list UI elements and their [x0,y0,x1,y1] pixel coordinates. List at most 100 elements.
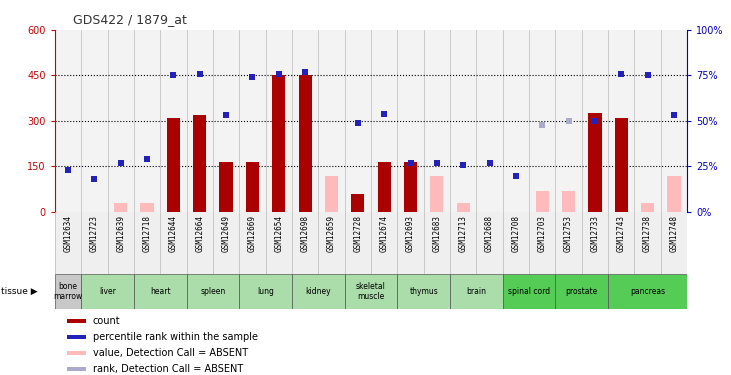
Bar [81,30,107,212]
Bar [67,367,86,370]
Text: GSM12634: GSM12634 [64,215,72,252]
Bar [477,212,503,274]
Bar [140,203,154,212]
Text: GSM12713: GSM12713 [458,215,468,252]
Bar [134,30,160,212]
Bar [404,162,417,212]
Text: count: count [93,316,121,326]
Text: GSM12664: GSM12664 [195,215,204,252]
Text: tissue ▶: tissue ▶ [1,287,38,296]
Bar [134,274,186,309]
Bar [344,30,371,212]
Bar [219,162,232,212]
Bar [292,30,318,212]
Bar [635,30,661,212]
Text: liver: liver [99,287,116,296]
Text: kidney: kidney [306,287,331,296]
Text: heart: heart [150,287,170,296]
Bar [641,203,654,212]
Bar [213,212,239,274]
Bar [265,30,292,212]
Bar [344,274,398,309]
Bar [588,113,602,212]
Bar [556,274,608,309]
Bar [325,176,338,212]
Bar [344,212,371,274]
Bar [246,162,259,212]
Text: percentile rank within the sample: percentile rank within the sample [93,332,258,342]
Text: GSM12743: GSM12743 [617,215,626,252]
Bar [431,176,444,212]
Text: bone
marrow: bone marrow [53,282,83,301]
Text: skeletal
muscle: skeletal muscle [356,282,386,301]
Text: GSM12659: GSM12659 [327,215,336,252]
Text: GSM12703: GSM12703 [538,215,547,252]
Bar [134,212,160,274]
Bar [635,212,661,274]
Text: GSM12693: GSM12693 [406,215,415,252]
Bar [608,30,635,212]
Text: lung: lung [257,287,274,296]
Text: GSM12728: GSM12728 [353,215,363,252]
Bar [661,212,687,274]
Bar [67,319,86,323]
Bar [371,30,398,212]
Bar [107,30,134,212]
Bar [318,212,344,274]
Text: GSM12649: GSM12649 [221,215,230,252]
Text: prostate: prostate [566,287,598,296]
Bar [529,212,556,274]
Text: GSM12688: GSM12688 [485,215,494,252]
Bar [608,212,635,274]
Text: spinal cord: spinal cord [508,287,550,296]
Bar [398,30,424,212]
Text: pancreas: pancreas [630,287,665,296]
Bar [186,30,213,212]
Bar [536,190,549,212]
Text: GDS422 / 1879_at: GDS422 / 1879_at [73,13,187,26]
Bar [67,335,86,339]
Bar [582,30,608,212]
Bar [608,274,687,309]
Text: GSM12674: GSM12674 [379,215,389,252]
Bar [667,176,681,212]
Bar [193,115,206,212]
Bar [265,212,292,274]
Bar [503,274,556,309]
Bar [67,351,86,355]
Bar [55,30,81,212]
Bar [615,118,628,212]
Text: brain: brain [466,287,486,296]
Text: GSM12733: GSM12733 [591,215,599,252]
Bar [239,274,292,309]
Text: spleen: spleen [200,287,226,296]
Bar [424,30,450,212]
Bar [292,274,344,309]
Bar [186,212,213,274]
Bar [477,30,503,212]
Bar [55,274,81,309]
Bar [167,118,180,212]
Bar [457,203,470,212]
Bar [81,212,107,274]
Bar [378,162,391,212]
Text: GSM12698: GSM12698 [300,215,310,252]
Text: GSM12748: GSM12748 [670,215,678,252]
Bar [582,212,608,274]
Text: GSM12718: GSM12718 [143,215,151,252]
Bar [186,274,239,309]
Text: thymus: thymus [409,287,438,296]
Bar [160,30,186,212]
Bar [556,30,582,212]
Text: GSM12738: GSM12738 [643,215,652,252]
Text: GSM12669: GSM12669 [248,215,257,252]
Text: rank, Detection Call = ABSENT: rank, Detection Call = ABSENT [93,364,243,374]
Bar [450,274,503,309]
Bar [503,212,529,274]
Bar [107,212,134,274]
Text: GSM12654: GSM12654 [274,215,284,252]
Text: GSM12639: GSM12639 [116,215,125,252]
Text: value, Detection Call = ABSENT: value, Detection Call = ABSENT [93,348,248,358]
Bar [292,212,318,274]
Text: GSM12708: GSM12708 [512,215,520,252]
